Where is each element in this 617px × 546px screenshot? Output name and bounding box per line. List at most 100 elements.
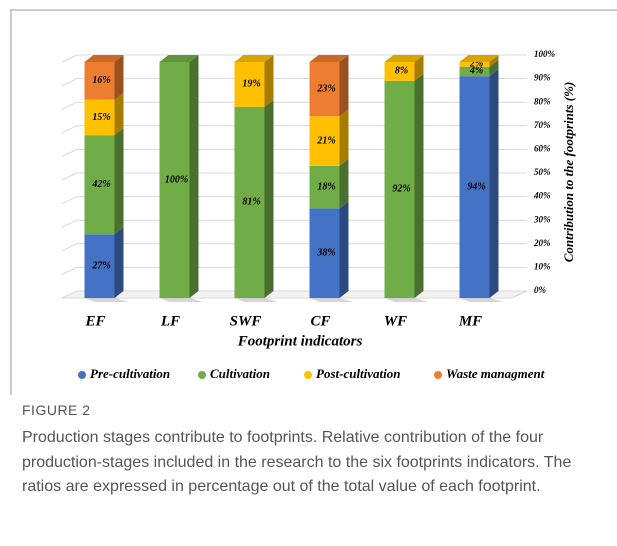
bar-top [234, 55, 274, 62]
y-tick-label: 80% [534, 96, 551, 106]
bar-segment [309, 165, 340, 209]
bar-side [264, 99, 274, 298]
x-tick-label: WF [384, 313, 407, 329]
data-label: 18% [317, 181, 335, 192]
x-tick-label: LF [160, 313, 180, 329]
data-label: 16% [92, 75, 110, 86]
bar-side [414, 73, 424, 298]
bar-segment [84, 62, 115, 100]
bar-segment [84, 99, 115, 136]
data-label: 19% [242, 79, 260, 90]
x-tick-label: EF [84, 313, 105, 329]
legend-marker [78, 371, 86, 379]
bar-segment [84, 135, 115, 235]
data-label: 8% [395, 66, 408, 77]
data-label: 94% [467, 181, 485, 192]
bar-shadow [159, 298, 204, 302]
y-axis-title: Contribution to the footprints (%) [561, 82, 576, 263]
bar-segment [459, 62, 490, 67]
bar-side [489, 69, 499, 298]
grid-line [61, 148, 527, 157]
bar-segment [84, 234, 115, 298]
bar-side [489, 55, 499, 67]
bar-side [114, 227, 124, 298]
data-label: 15% [92, 112, 110, 123]
bar-top [309, 55, 349, 62]
y-tick-label: 70% [534, 120, 551, 130]
y-tick-label: 90% [534, 73, 551, 83]
bar-shadow [384, 298, 429, 302]
figure-label: FIGURE 2 [22, 402, 91, 418]
legend-label: Cultivation [210, 366, 270, 381]
data-label: 23% [316, 83, 335, 94]
bar-segment [234, 62, 265, 107]
x-tick-label: SWF [230, 313, 262, 329]
figure-caption: Production stages contribute to footprin… [22, 429, 572, 495]
bar-side [114, 92, 124, 136]
bar-shadow [234, 298, 279, 302]
bar-segment [309, 116, 340, 166]
grid-line [61, 54, 527, 63]
data-label: 4% [469, 66, 483, 77]
grid-line [61, 219, 527, 228]
bar-side [339, 109, 349, 166]
bar-side [414, 55, 424, 81]
floor [61, 290, 528, 299]
bar-shadow [84, 298, 129, 302]
grid-line [61, 101, 527, 110]
bar-segment [309, 62, 340, 117]
bar-side [339, 158, 349, 209]
bar-side [339, 201, 349, 298]
grid-line [61, 125, 527, 134]
bar-segment [309, 208, 340, 298]
bar-shadow [459, 298, 504, 302]
bar-side [264, 55, 274, 107]
data-label: 21% [316, 135, 335, 146]
data-label: 100% [165, 174, 188, 185]
bar-segment [459, 66, 490, 77]
data-label: 92% [392, 184, 410, 195]
data-label: 2% [469, 59, 483, 70]
bar-shadow [309, 298, 354, 302]
legend-label: Waste managment [446, 366, 545, 381]
y-tick-label: 30% [533, 214, 551, 224]
bar-side [339, 55, 349, 117]
data-label: 42% [91, 179, 110, 190]
bar-segment [459, 76, 490, 298]
bar-segment [234, 106, 265, 298]
legend-marker [434, 371, 442, 379]
data-label: 81% [242, 197, 260, 208]
grid-line [61, 196, 527, 205]
bar-side [114, 55, 124, 100]
grid-line [61, 172, 527, 181]
y-tick-label: 50% [534, 167, 551, 177]
y-tick-label: 10% [534, 261, 551, 271]
bar-side [189, 55, 199, 298]
y-tick-label: 40% [533, 191, 551, 201]
legend-label: Post-cultivation [316, 366, 401, 381]
bar-top [159, 55, 199, 62]
legend-marker [304, 371, 312, 379]
data-label: 38% [316, 247, 335, 258]
grid-line [61, 78, 527, 87]
y-tick-label: 100% [534, 49, 556, 59]
x-tick-label: CF [310, 313, 330, 329]
legend-label: Pre-cultivation [90, 366, 170, 381]
bar-segment [159, 62, 190, 298]
chart: Footprint indicators Contribution to the… [10, 9, 617, 395]
y-tick-label: 60% [534, 143, 551, 153]
bar-side [114, 128, 124, 235]
bar-top [459, 55, 499, 62]
y-tick-label: 0% [534, 285, 547, 295]
bar-top [384, 55, 424, 62]
bar-segment [384, 62, 415, 81]
bar-top [84, 55, 124, 62]
bar-segment [384, 80, 415, 298]
bar-side [489, 59, 499, 77]
grid-line [61, 266, 527, 275]
legend-marker [198, 371, 206, 379]
x-tick-label: MF [458, 313, 482, 329]
data-label: 27% [91, 260, 110, 271]
grid-line [61, 243, 527, 252]
